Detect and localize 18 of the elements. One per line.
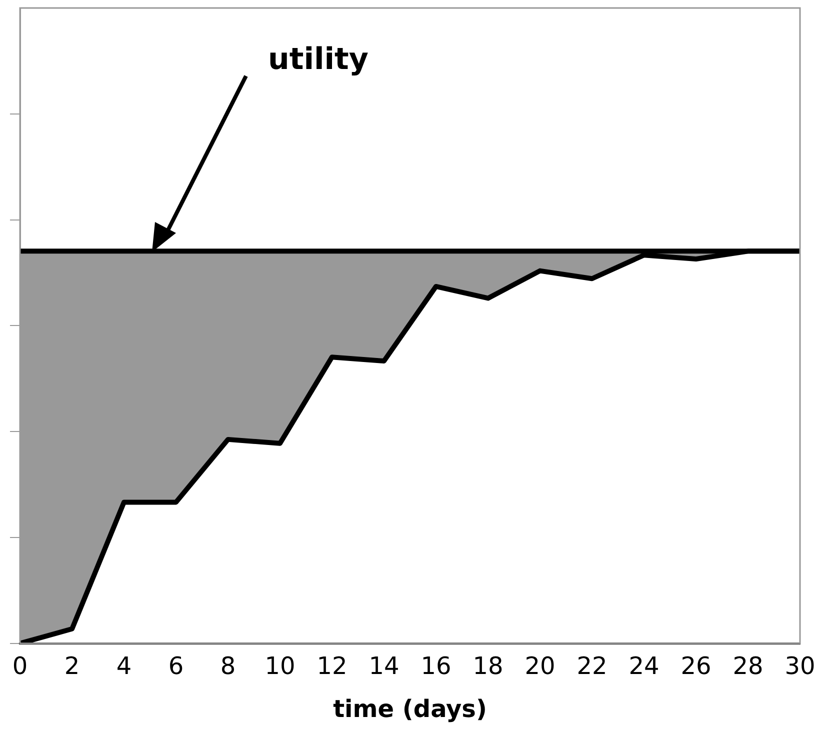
text: utility: [268, 42, 368, 77]
x-tick-label: 2: [64, 652, 80, 680]
x-tick-label: 24: [628, 652, 660, 680]
x-axis-title: time (days): [333, 694, 487, 723]
x-tick-label: 10: [264, 652, 296, 680]
x-tick-label: 12: [316, 652, 348, 680]
x-tick-label: 26: [680, 652, 712, 680]
x-tick-label: 14: [368, 652, 400, 680]
x-tick-label: 4: [116, 652, 132, 680]
x-tick-label: 8: [220, 652, 236, 680]
x-tick-label: 0: [12, 652, 28, 680]
x-tick-label: 22: [576, 652, 608, 680]
x-tick-label: 18: [472, 652, 504, 680]
x-tick-label: 20: [524, 652, 556, 680]
x-tick-label: 28: [732, 652, 764, 680]
x-tick-label: 16: [420, 652, 452, 680]
x-tick-label: 30: [784, 652, 816, 680]
x-tick-label: 6: [168, 652, 184, 680]
